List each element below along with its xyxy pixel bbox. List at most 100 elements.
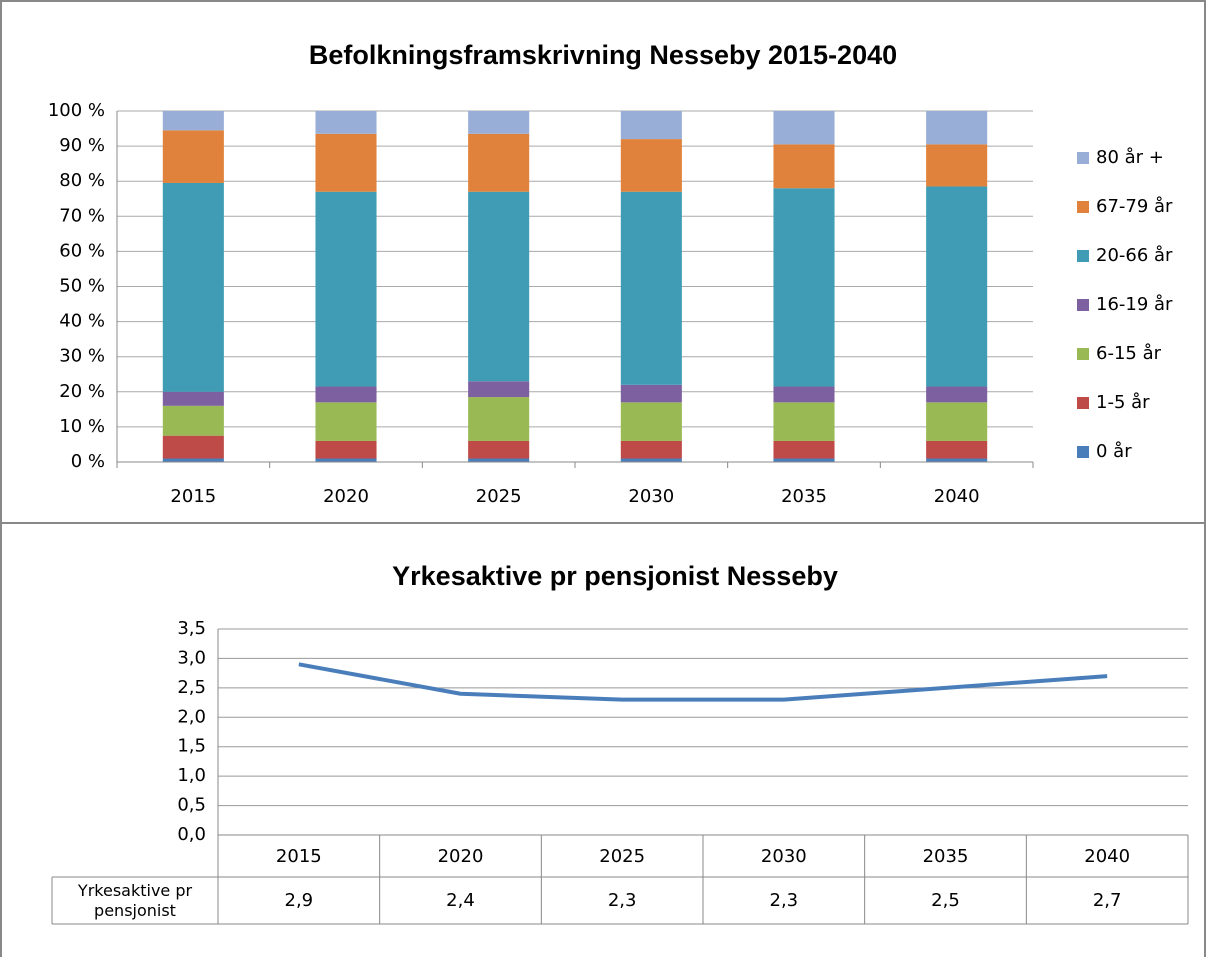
bar-segment — [162, 391, 224, 406]
bar-segment — [620, 458, 682, 462]
bar-segment — [926, 144, 988, 187]
bar-segment — [773, 111, 835, 145]
legend-swatch — [1077, 201, 1089, 213]
legend-swatch — [1077, 152, 1089, 164]
y-tick-label: 10 % — [59, 416, 105, 437]
bar-segment — [926, 111, 988, 145]
bar-segment — [315, 458, 377, 462]
y-tick-label: 100 % — [48, 100, 105, 121]
bar-segment — [468, 440, 530, 459]
y-tick-label: 1,0 — [177, 765, 206, 786]
x-tick-label: 2040 — [934, 486, 980, 507]
bar-segment — [315, 191, 377, 387]
table-row-label: Yrkesaktive pr pensjonist — [77, 880, 193, 920]
bar-segment — [315, 440, 377, 459]
table-value: 2,5 — [931, 890, 960, 911]
legend-swatch — [1077, 299, 1089, 311]
bar-segment — [926, 458, 988, 462]
x-tick-label: 2030 — [761, 846, 807, 867]
bar-segment — [773, 440, 835, 459]
bar-segment — [315, 402, 377, 441]
x-tick-label: 2035 — [781, 486, 827, 507]
bar-segment — [315, 133, 377, 192]
y-tick-label: 3,0 — [177, 647, 206, 668]
bar-segment — [162, 130, 224, 183]
y-tick-label: 1,5 — [177, 736, 206, 757]
x-tick-label: 2015 — [170, 486, 216, 507]
bar-segment — [620, 440, 682, 459]
bar-segment — [468, 381, 530, 398]
bar-segment — [315, 111, 377, 134]
x-tick-label: 2015 — [276, 846, 322, 867]
bar-segment — [162, 458, 224, 462]
bar-segment — [315, 386, 377, 403]
chart-title: Yrkesaktive pr pensjonist Nesseby — [392, 561, 838, 591]
bar-segment — [162, 435, 224, 459]
y-tick-label: 20 % — [59, 381, 105, 402]
y-tick-label: 70 % — [59, 205, 105, 226]
x-tick-label: 2025 — [476, 486, 522, 507]
legend-swatch — [1077, 348, 1089, 360]
chart-title: Befolkningsframskrivning Nesseby 2015-20… — [309, 40, 897, 70]
table-value: 2,7 — [1093, 890, 1122, 911]
y-tick-label: 30 % — [59, 346, 105, 367]
bar-segment — [162, 182, 224, 392]
line-series — [298, 662, 1108, 702]
y-tick-label: 80 % — [59, 170, 105, 191]
table-value: 2,3 — [608, 890, 637, 911]
bar-segment — [773, 144, 835, 189]
y-tick-label: 2,5 — [177, 677, 206, 698]
bar-segment — [773, 458, 835, 462]
bar-segment — [468, 133, 530, 192]
legend-swatch — [1077, 250, 1089, 262]
bar-segment — [620, 111, 682, 140]
chart-frame — [0, 522, 1206, 957]
y-tick-label: 0 % — [71, 451, 105, 472]
y-tick-label: 0,5 — [177, 795, 206, 816]
bar-segment — [468, 397, 530, 441]
y-tick-label: 0,0 — [177, 824, 206, 845]
legend-label: 6-15 år — [1096, 343, 1162, 364]
bar-segment — [620, 139, 682, 192]
x-tick-label: 2020 — [323, 486, 369, 507]
bar-segment — [926, 386, 988, 403]
y-tick-label: 3,5 — [177, 618, 206, 639]
legend-label: 1-5 år — [1096, 392, 1150, 413]
x-tick-label: 2040 — [1084, 846, 1130, 867]
bar-segment — [773, 402, 835, 441]
bar-segment — [926, 186, 988, 387]
legend-swatch — [1077, 446, 1089, 458]
x-tick-label: 2035 — [923, 846, 969, 867]
legend-label: 16-19 år — [1096, 294, 1173, 315]
bar-segment — [162, 111, 224, 131]
bar-segment — [620, 384, 682, 403]
bar-segment — [468, 458, 530, 462]
table-value: 2,3 — [770, 890, 799, 911]
bar-segment — [620, 191, 682, 385]
x-tick-label: 2020 — [438, 846, 484, 867]
legend-label: 0 år — [1096, 441, 1132, 462]
bar-segment — [773, 386, 835, 403]
y-tick-label: 60 % — [59, 240, 105, 261]
y-tick-label: 40 % — [59, 311, 105, 332]
bar-segment — [162, 405, 224, 436]
table-value: 2,4 — [446, 890, 475, 911]
y-tick-label: 90 % — [59, 135, 105, 156]
x-tick-label: 2030 — [628, 486, 674, 507]
legend-label: 20-66 år — [1096, 245, 1173, 266]
bar-segment — [773, 188, 835, 387]
x-tick-label: 2025 — [599, 846, 645, 867]
bar-segment — [926, 402, 988, 441]
legend-label: 67-79 år — [1096, 196, 1173, 217]
legend-swatch — [1077, 397, 1089, 409]
y-tick-label: 2,0 — [177, 706, 206, 727]
table-value: 2,9 — [285, 890, 314, 911]
bar-segment — [620, 402, 682, 441]
y-tick-label: 50 % — [59, 276, 105, 297]
bar-segment — [926, 440, 988, 459]
bar-segment — [468, 111, 530, 134]
legend-label: 80 år + — [1096, 147, 1164, 168]
bar-segment — [468, 191, 530, 382]
